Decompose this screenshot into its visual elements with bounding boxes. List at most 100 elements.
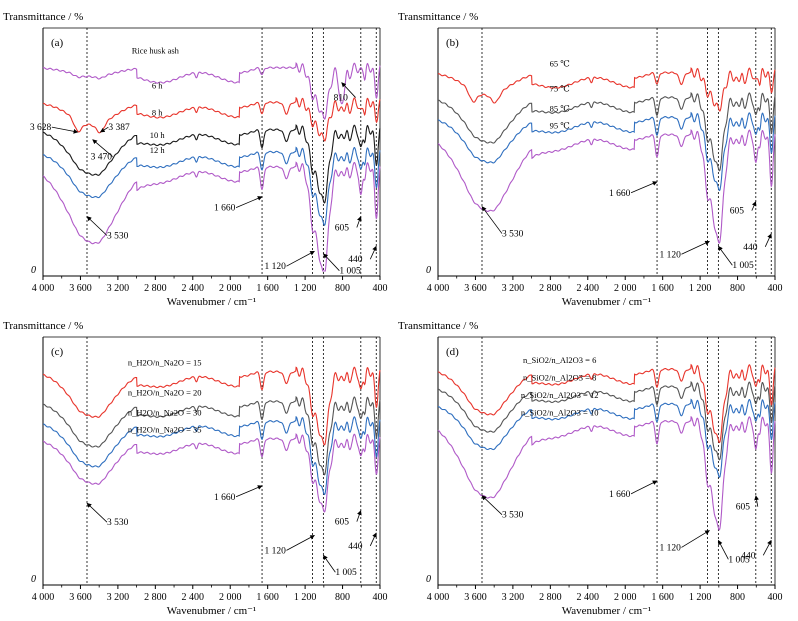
- series-line: [42, 161, 381, 272]
- annotation-arrow: [235, 196, 263, 209]
- x-tick-label: 1 200: [689, 592, 712, 603]
- x-tick-label: 800: [730, 592, 745, 603]
- annotation-arrow: [99, 126, 109, 133]
- y-axis-label: Transmittance / %: [3, 11, 83, 23]
- annotation-arrow: [630, 480, 658, 495]
- x-axis-label: Wavenubmer / cm⁻¹: [167, 605, 256, 617]
- annotation-label: 1 120: [659, 250, 681, 260]
- x-axis-label: Wavenubmer / cm⁻¹: [562, 605, 651, 617]
- series-label: Rice husk ash: [132, 46, 180, 56]
- origin-label: 0: [426, 574, 431, 585]
- series-label: 85 ℃: [550, 103, 570, 113]
- annotation-arrow: [764, 233, 772, 248]
- series-line: [438, 67, 776, 112]
- annotation-label: 3 530: [107, 518, 129, 528]
- series-line: [43, 146, 381, 226]
- annotation-arrow: [323, 253, 340, 271]
- annotation-label: 1 660: [609, 490, 631, 500]
- series-line: [43, 395, 381, 476]
- series-label: 12 h: [150, 145, 166, 155]
- annotation-label: 1 660: [214, 493, 236, 503]
- annotation-label: 440: [743, 243, 758, 253]
- series-label: 10 h: [150, 130, 166, 140]
- annotation-arrow: [762, 539, 772, 556]
- panel-letter: (c): [51, 346, 64, 358]
- x-tick-label: 2 000: [219, 283, 242, 294]
- annotation-label: 605: [335, 518, 350, 528]
- annotation-label: 1 005: [339, 267, 361, 277]
- panel-b: Transmittance / % (b) 0 4 000 3 600 3 200 2 80…: [398, 11, 783, 308]
- x-tick-label: 4 000: [32, 283, 55, 294]
- x-tick-label: 1 600: [651, 283, 674, 294]
- annotation-label: 3 628: [30, 123, 52, 133]
- series-line: [43, 416, 381, 496]
- series-line: [43, 124, 381, 204]
- annotation-arrow: [86, 216, 108, 236]
- panel-c: Transmittance / % (c) 0 4 000 3 600 3 200 2 80…: [3, 320, 388, 617]
- x-tick-label: 1 200: [689, 283, 712, 294]
- y-axis-label: Transmittance / %: [398, 320, 478, 332]
- x-tick-label: 400: [768, 592, 783, 603]
- panel-letter: (b): [446, 37, 459, 49]
- x-tick-label: 400: [768, 283, 783, 294]
- annotation-arrow: [286, 250, 315, 267]
- series-line: [43, 366, 381, 446]
- annotation-label: 810: [334, 94, 349, 104]
- x-tick-label: 400: [373, 592, 388, 603]
- annotation-arrow: [286, 535, 315, 551]
- annotation-label: 605: [730, 207, 745, 217]
- x-tick-label: 3 600: [69, 283, 92, 294]
- series-label: 75 ℃: [550, 83, 570, 93]
- series-label: n_H2O/n_Na2O = 15: [128, 358, 202, 368]
- x-tick-label: 4 000: [32, 592, 55, 603]
- annotation-label: 605: [335, 223, 350, 233]
- series-label: 95 ℃: [550, 121, 570, 131]
- x-tick-label: 800: [335, 592, 350, 603]
- annotation-label: 440: [741, 551, 756, 561]
- x-tick-label: 3 600: [464, 283, 487, 294]
- series-label: n_SiO2/n_Al2O3 = 12: [521, 390, 599, 400]
- annotation-arrow: [369, 532, 377, 547]
- series-label: n_SiO2/n_Al2O3 = 10: [521, 407, 599, 417]
- series-label: n_SiO2/n_Al2O3 = 8: [523, 373, 596, 383]
- origin-label: 0: [31, 265, 36, 276]
- annotation-arrow: [341, 82, 356, 98]
- series-line: [438, 398, 776, 478]
- x-tick-label: 3 200: [107, 283, 130, 294]
- x-tick-label: 4 000: [427, 283, 450, 294]
- panel-letter: (a): [51, 37, 64, 49]
- x-tick-label: 3 200: [502, 592, 525, 603]
- annotation-label: 1 005: [728, 555, 750, 565]
- annotation-label: 3 530: [502, 230, 524, 240]
- x-tick-label: 2 000: [614, 283, 637, 294]
- annotation-label: 3 530: [502, 511, 524, 521]
- x-tick-label: 800: [730, 283, 745, 294]
- x-tick-label: 1 200: [294, 592, 317, 603]
- x-tick-label: 2 800: [539, 283, 562, 294]
- series-label: 8 h: [152, 108, 163, 118]
- annotation-arrow: [51, 126, 79, 134]
- x-tick-label: 800: [335, 283, 350, 294]
- annotation-label: 1 005: [335, 568, 357, 578]
- annotation-label: 1 005: [732, 261, 754, 271]
- panel-d: Transmittance / % (d) 0 4 000 3 600 3 200 2 80…: [398, 320, 783, 617]
- series-line: [438, 363, 776, 444]
- annotation-arrow: [718, 539, 729, 560]
- annotation-arrow: [481, 206, 503, 234]
- y-axis-label: Transmittance / %: [398, 11, 478, 23]
- panel-a: Transmittance / % (a) 0 4 000 3 600 3 200 2 80…: [3, 11, 388, 308]
- annotation-label: 1 120: [659, 543, 681, 553]
- annotation-arrow: [751, 201, 757, 211]
- x-tick-label: 2 400: [182, 592, 205, 603]
- y-axis-label: Transmittance / %: [3, 320, 83, 332]
- series-label: n_H2O/n_Na2O = 20: [128, 387, 202, 397]
- annotation-label: 605: [736, 503, 751, 513]
- origin-label: 0: [31, 574, 36, 585]
- series-line: [42, 96, 381, 142]
- x-tick-label: 3 200: [502, 283, 525, 294]
- annotation-arrow: [681, 240, 710, 255]
- x-tick-label: 2 000: [614, 592, 637, 603]
- series-line: [438, 111, 776, 192]
- series-label: 6 h: [152, 80, 163, 90]
- annotation-arrow: [86, 502, 108, 523]
